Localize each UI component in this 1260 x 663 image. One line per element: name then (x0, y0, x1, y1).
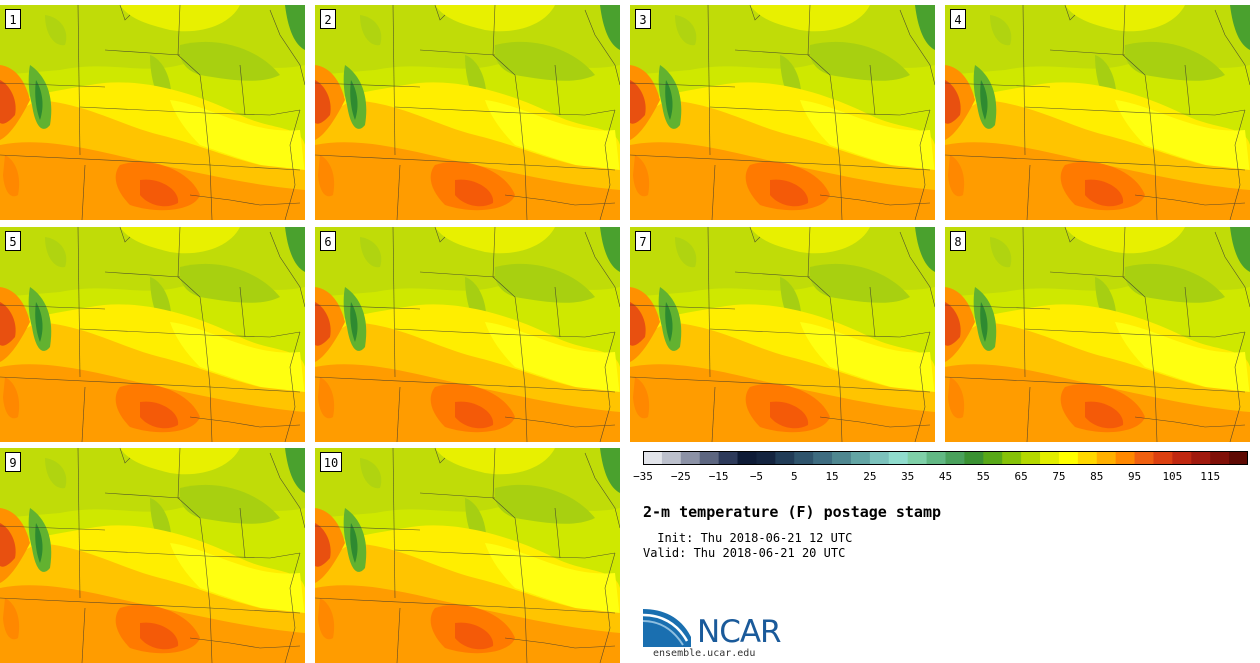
logo-wordmark: NCAR (697, 614, 782, 650)
colorbar-bin (1191, 451, 1211, 465)
member-label: 8 (950, 231, 966, 251)
member-label: 1 (5, 9, 21, 29)
member-panel-7: 7 (630, 227, 935, 442)
colorbar-bin (964, 451, 984, 465)
colorbar-bin (1172, 451, 1192, 465)
colorbar-bin (680, 451, 701, 465)
colorbar-tick-label: 85 (1090, 470, 1104, 483)
member-label: 7 (635, 231, 651, 251)
colorbar-bin (869, 451, 890, 465)
temperature-map (315, 227, 620, 442)
colorbar-bin (1077, 451, 1098, 465)
colorbar-bin (1002, 451, 1022, 465)
colorbar-bin (888, 451, 909, 465)
valid-time: Valid: Thu 2018-06-21 20 UTC (643, 546, 846, 560)
temperature-map (0, 448, 305, 663)
colorbar-bin (699, 451, 720, 465)
temperature-map (315, 5, 620, 220)
colorbar-bin (718, 451, 739, 465)
colorbar-tick-label: −5 (749, 470, 764, 483)
colorbar-bin (813, 451, 833, 465)
colorbar-tick-label: 105 (1162, 470, 1183, 483)
colorbar-tick-label: 95 (1127, 470, 1142, 483)
colorbar-tick-label: 75 (1052, 470, 1066, 483)
member-label: 2 (320, 9, 336, 29)
temperature-map (315, 448, 620, 663)
member-panel-2: 2 (315, 5, 620, 220)
colorbar-bin (661, 451, 682, 465)
colorbar-border (643, 451, 1248, 465)
colorbar-bin (907, 451, 928, 465)
logo-url: ensemble.ucar.edu (653, 648, 756, 659)
member-label: 3 (635, 9, 651, 29)
colorbar-bin (1040, 451, 1060, 465)
colorbar-tick-label: 55 (976, 470, 990, 483)
colorbar-tick-label: 15 (825, 470, 839, 483)
colorbar-bin (1096, 451, 1117, 465)
colorbar-tick-label: −15 (708, 470, 729, 483)
member-panel-9: 9 (0, 448, 305, 663)
temperature-map (0, 5, 305, 220)
colorbar-tick-label: 45 (938, 470, 953, 483)
colorbar-bin (737, 451, 757, 465)
colorbar-bin (775, 451, 795, 465)
colorbar-bin (832, 451, 852, 465)
member-label: 9 (5, 452, 21, 472)
colorbar (643, 451, 1248, 465)
member-panel-8: 8 (945, 227, 1250, 442)
member-label: 6 (320, 231, 336, 251)
temperature-map (0, 227, 305, 442)
colorbar-tick-label: −35 (633, 470, 653, 483)
colorbar-bin (945, 451, 965, 465)
colorbar-tick-label: 115 (1200, 470, 1221, 483)
colorbar-bin (926, 451, 946, 465)
colorbar-tick-label: 35 (901, 470, 915, 483)
colorbar-bin (983, 451, 1003, 465)
member-panel-4: 4 (945, 5, 1250, 220)
member-label: 4 (950, 9, 966, 29)
figure-title: 2-m temperature (F) postage stamp (643, 503, 942, 521)
member-panel-5: 5 (0, 227, 305, 442)
temperature-map (630, 227, 935, 442)
member-panel-3: 3 (630, 5, 935, 220)
colorbar-tick-label: 5 (790, 470, 798, 483)
colorbar-bin (1153, 451, 1173, 465)
member-panel-6: 6 (315, 227, 620, 442)
colorbar-bin (1134, 451, 1154, 465)
colorbar-bin (1058, 451, 1079, 465)
temperature-map (945, 5, 1250, 220)
colorbar-bin (1229, 451, 1248, 465)
member-label: 10 (320, 452, 342, 472)
member-label: 5 (5, 231, 21, 251)
member-panel-10: 10 (315, 448, 620, 663)
temperature-map (630, 5, 935, 220)
colorbar-bin (850, 451, 871, 465)
colorbar-bin (1021, 451, 1041, 465)
colorbar-bin (643, 451, 663, 465)
init-time: Init: Thu 2018-06-21 12 UTC (650, 531, 853, 545)
colorbar-bin (794, 451, 814, 465)
colorbar-tick-label: 25 (863, 470, 877, 483)
colorbar-bin (756, 451, 776, 465)
colorbar-tick-label: −25 (670, 470, 691, 483)
colorbar-bin (1210, 451, 1230, 465)
colorbar-tick-label: 65 (1014, 470, 1028, 483)
member-panel-1: 1 (0, 5, 305, 220)
temperature-map (945, 227, 1250, 442)
ncar-logo-icon (643, 609, 691, 647)
colorbar-bin (1115, 451, 1136, 465)
